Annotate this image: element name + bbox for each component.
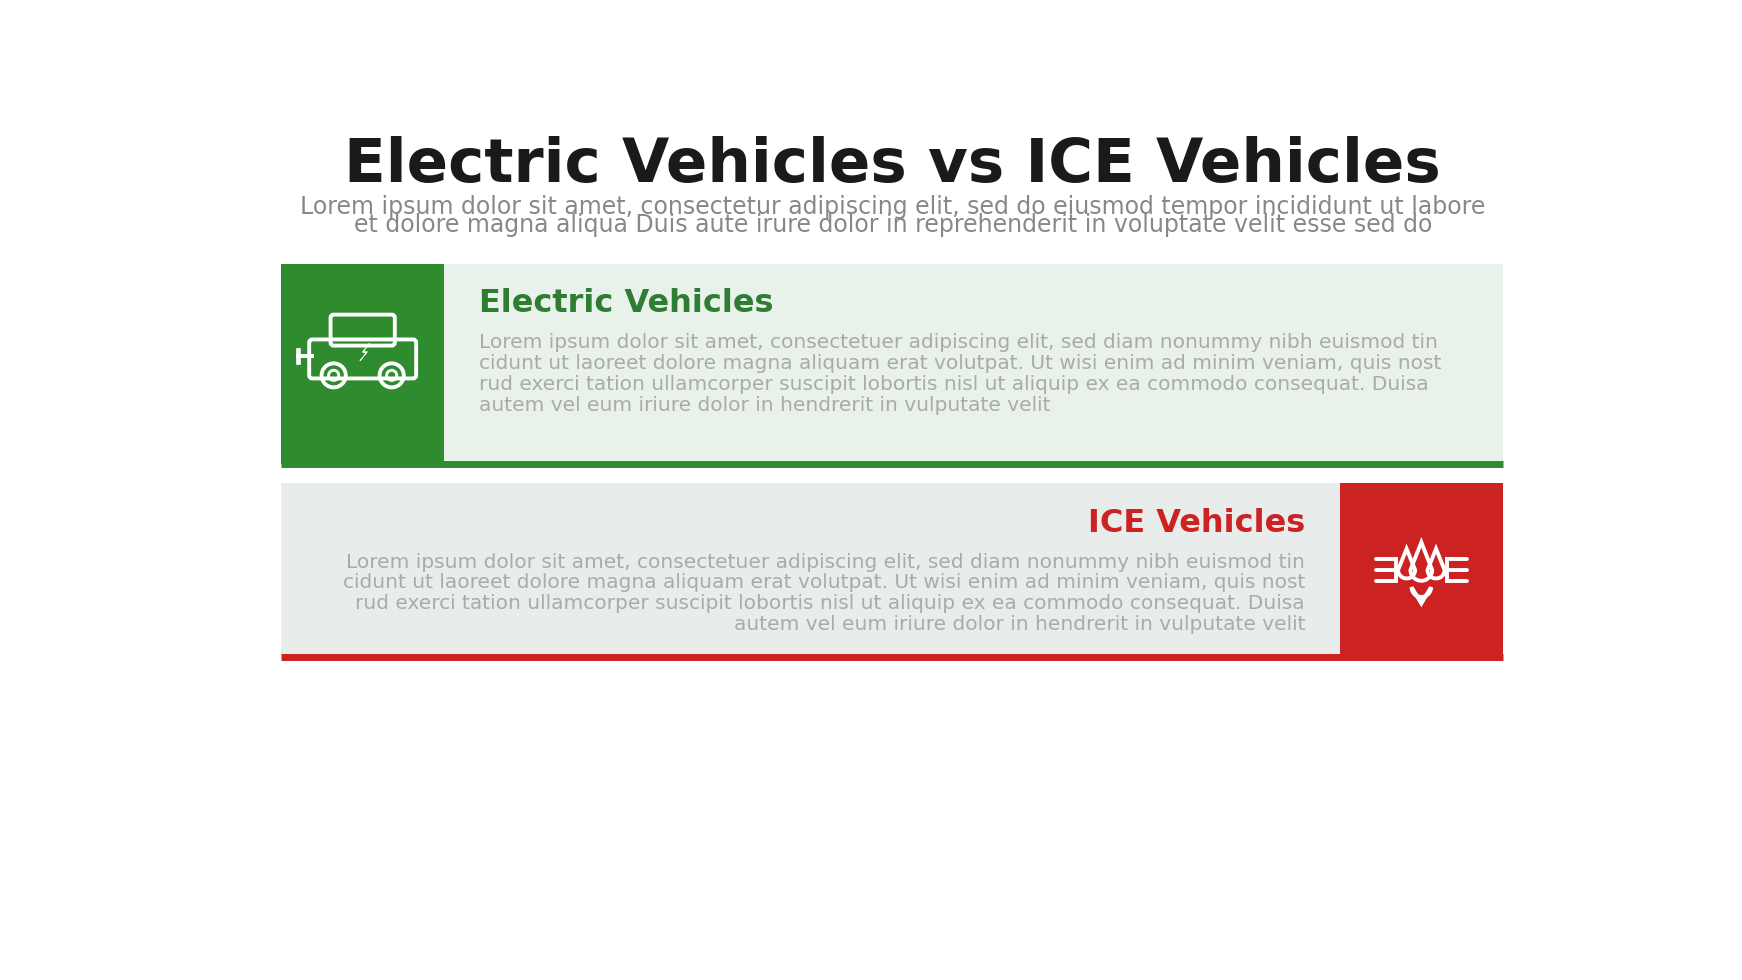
Text: Lorem ipsum dolor sit amet, consectetur adipiscing elit, sed do eiusmod tempor i: Lorem ipsum dolor sit amet, consectetur … bbox=[300, 195, 1486, 219]
Text: Electric Vehicles: Electric Vehicles bbox=[479, 288, 773, 319]
FancyBboxPatch shape bbox=[280, 483, 1503, 657]
Text: rud exerci tation ullamcorper suscipit lobortis nisl ut aliquip ex ea commodo co: rud exerci tation ullamcorper suscipit l… bbox=[355, 594, 1305, 613]
Text: rud exerci tation ullamcorper suscipit lobortis nisl ut aliquip ex ea commodo co: rud exerci tation ullamcorper suscipit l… bbox=[479, 374, 1428, 394]
Text: autem vel eum iriure dolor in hendrerit in vulputate velit: autem vel eum iriure dolor in hendrerit … bbox=[479, 396, 1050, 415]
Text: Lorem ipsum dolor sit amet, consectetuer adipiscing elit, sed diam nonummy nibh : Lorem ipsum dolor sit amet, consectetuer… bbox=[479, 333, 1437, 352]
Text: ICE Vehicles: ICE Vehicles bbox=[1087, 508, 1305, 539]
Polygon shape bbox=[361, 343, 369, 361]
Text: et dolore magna aliqua Duis aute irure dolor in reprehenderit in voluptate velit: et dolore magna aliqua Duis aute irure d… bbox=[354, 214, 1432, 237]
FancyBboxPatch shape bbox=[1340, 483, 1503, 657]
FancyBboxPatch shape bbox=[280, 264, 1503, 465]
Text: cidunt ut laoreet dolore magna aliquam erat volutpat. Ut wisi enim ad minim veni: cidunt ut laoreet dolore magna aliquam e… bbox=[479, 354, 1441, 373]
Text: autem vel eum iriure dolor in hendrerit in vulputate velit: autem vel eum iriure dolor in hendrerit … bbox=[733, 615, 1305, 634]
Text: cidunt ut laoreet dolore magna aliquam erat volutpat. Ut wisi enim ad minim veni: cidunt ut laoreet dolore magna aliquam e… bbox=[343, 573, 1305, 593]
Text: Electric Vehicles vs ICE Vehicles: Electric Vehicles vs ICE Vehicles bbox=[345, 136, 1441, 195]
FancyBboxPatch shape bbox=[280, 264, 444, 465]
Text: Lorem ipsum dolor sit amet, consectetuer adipiscing elit, sed diam nonummy nibh : Lorem ipsum dolor sit amet, consectetuer… bbox=[347, 553, 1305, 571]
